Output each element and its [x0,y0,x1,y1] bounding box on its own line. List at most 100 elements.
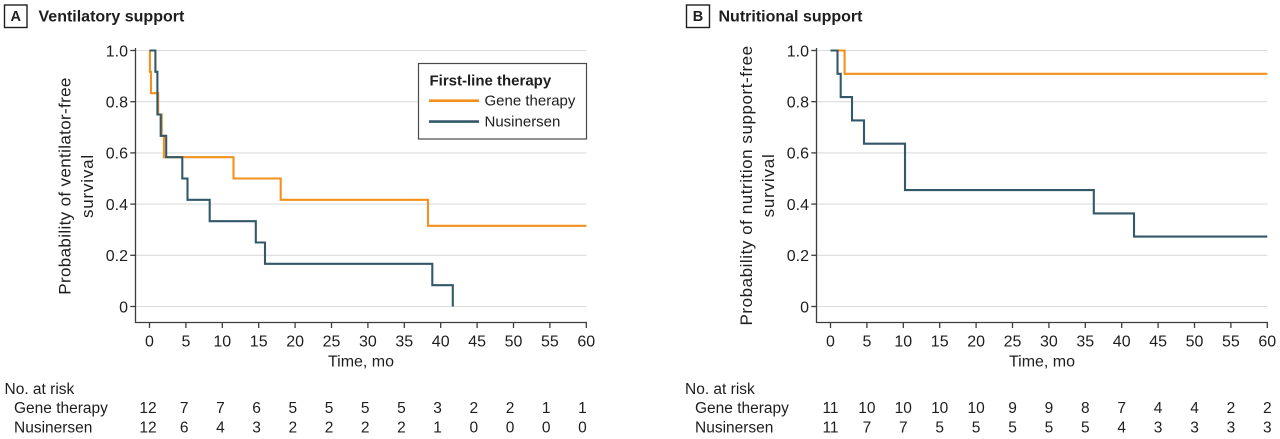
svg-text:10: 10 [931,400,949,417]
svg-text:40: 40 [432,333,450,350]
svg-text:1.0: 1.0 [787,43,809,60]
svg-text:4: 4 [216,420,225,437]
svg-text:10: 10 [858,400,876,417]
svg-text:0: 0 [506,420,515,437]
svg-text:Gene therapy: Gene therapy [14,400,108,417]
svg-text:1.0: 1.0 [106,43,128,60]
svg-text:0: 0 [542,420,551,437]
svg-text:7: 7 [899,420,908,437]
svg-text:3: 3 [1227,420,1236,437]
svg-text:25: 25 [323,333,341,350]
svg-text:45: 45 [468,333,486,350]
svg-text:0: 0 [145,333,154,350]
svg-text:1: 1 [542,400,551,417]
svg-text:0.8: 0.8 [787,95,809,112]
svg-text:10: 10 [967,400,985,417]
svg-text:5: 5 [1081,420,1090,437]
svg-text:55: 55 [541,333,559,350]
svg-text:survival: survival [759,153,778,217]
svg-text:60: 60 [1258,333,1276,350]
svg-text:5: 5 [325,400,334,417]
svg-text:25: 25 [1004,333,1022,350]
svg-text:11: 11 [822,400,838,417]
svg-text:2: 2 [288,420,297,437]
svg-text:Nusinersen: Nusinersen [695,420,773,437]
svg-text:Ventilatory support: Ventilatory support [39,9,185,26]
svg-text:2: 2 [1263,400,1272,417]
svg-text:4: 4 [1190,400,1199,417]
svg-text:Gene therapy: Gene therapy [695,400,789,417]
svg-text:30: 30 [1040,333,1058,350]
svg-text:2: 2 [361,420,370,437]
svg-text:45: 45 [1149,333,1167,350]
svg-text:5: 5 [288,400,297,417]
svg-text:2: 2 [506,400,515,417]
svg-text:2: 2 [469,400,478,417]
svg-text:5: 5 [862,333,871,350]
svg-text:6: 6 [252,400,261,417]
svg-text:No. at risk: No. at risk [685,381,755,398]
svg-text:9: 9 [1045,400,1054,417]
svg-text:0.4: 0.4 [787,197,809,214]
svg-text:4: 4 [1154,400,1163,417]
svg-text:A: A [10,9,21,25]
svg-text:10: 10 [213,333,231,350]
svg-text:2: 2 [397,420,406,437]
svg-text:5: 5 [361,400,370,417]
svg-text:First-line therapy: First-line therapy [430,72,552,89]
svg-text:Probability of nutrition suppo: Probability of nutrition support-free [737,45,756,325]
svg-text:Probability of ventilator-free: Probability of ventilator-free [55,77,74,294]
svg-text:2: 2 [325,420,334,437]
svg-text:15: 15 [931,333,949,350]
svg-text:Gene therapy: Gene therapy [485,92,576,109]
svg-text:3: 3 [252,420,261,437]
svg-text:No. at risk: No. at risk [5,381,75,398]
svg-text:6: 6 [180,420,189,437]
svg-text:1: 1 [433,420,442,437]
svg-text:Time, mo: Time, mo [328,354,394,371]
svg-text:55: 55 [1222,333,1240,350]
svg-text:8: 8 [1081,400,1090,417]
svg-text:10: 10 [895,400,913,417]
svg-text:20: 20 [286,333,304,350]
svg-text:7: 7 [216,400,225,417]
svg-text:30: 30 [359,333,377,350]
svg-text:3: 3 [433,400,442,417]
svg-text:35: 35 [395,333,413,350]
svg-text:0.4: 0.4 [106,197,128,214]
svg-text:60: 60 [577,333,595,350]
svg-text:7: 7 [180,400,189,417]
svg-text:Nusinersen: Nusinersen [14,420,92,437]
svg-text:7: 7 [1117,400,1126,417]
svg-text:0.2: 0.2 [787,248,809,265]
svg-text:3: 3 [1263,420,1272,437]
svg-text:9: 9 [1008,400,1017,417]
svg-text:5: 5 [1045,420,1054,437]
svg-text:0.8: 0.8 [106,95,128,112]
svg-text:0: 0 [469,420,478,437]
svg-text:1: 1 [578,400,587,417]
svg-text:0: 0 [826,333,835,350]
svg-text:12: 12 [139,400,156,417]
svg-text:5: 5 [397,400,406,417]
svg-text:2: 2 [1227,400,1236,417]
svg-text:11: 11 [822,420,838,437]
svg-text:3: 3 [1154,420,1163,437]
svg-text:0.6: 0.6 [106,146,128,163]
svg-text:survival: survival [78,154,97,218]
svg-text:50: 50 [505,333,523,350]
svg-text:4: 4 [1117,420,1126,437]
svg-text:Time, mo: Time, mo [1009,354,1075,371]
svg-text:Nusinersen: Nusinersen [485,113,561,130]
svg-text:5: 5 [972,420,981,437]
svg-text:35: 35 [1076,333,1094,350]
svg-text:5: 5 [181,333,190,350]
svg-text:50: 50 [1186,333,1204,350]
svg-text:5: 5 [1008,420,1017,437]
svg-text:3: 3 [1190,420,1199,437]
svg-text:7: 7 [863,420,872,437]
svg-text:15: 15 [250,333,268,350]
svg-text:12: 12 [139,420,156,437]
svg-text:0: 0 [119,299,128,316]
svg-text:B: B [693,9,703,25]
